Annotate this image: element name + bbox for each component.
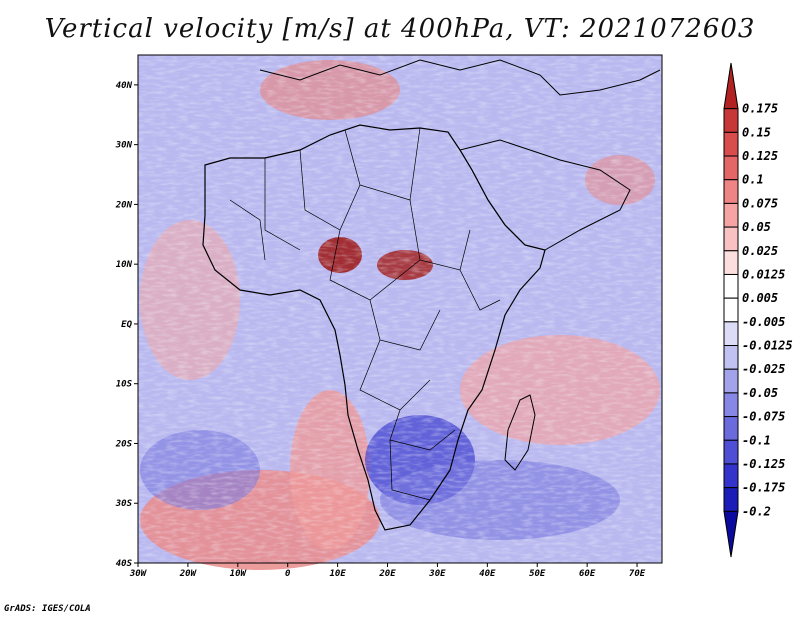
colorbar-swatch	[723, 368, 739, 394]
grads-credit: GrADS: IGES/COLA	[4, 604, 91, 614]
colorbar-swatch	[723, 250, 739, 275]
colorbar-swatch	[723, 297, 739, 323]
colorbar-label: 0.075	[742, 196, 778, 210]
colorbar-swatch	[723, 179, 739, 204]
colorbar-bottom-arrow	[723, 510, 739, 558]
y-axis: 40N 30N 20N 10N EQ 10S 20S 30S 40S	[115, 81, 138, 569]
colorbar-label: 0.005	[742, 291, 778, 305]
y-tick-label: 10S	[116, 380, 133, 390]
colorbar-swatch	[723, 202, 739, 228]
colorbar-label: 0.15	[742, 125, 771, 139]
colorbar-label: -0.05	[742, 386, 778, 400]
arabia-coastline	[459, 139, 631, 251]
x-tick-label: 20W	[179, 569, 198, 579]
y-tick-label: 30S	[115, 499, 133, 509]
colorbar-label: 0.1	[742, 173, 764, 187]
y-tick-label: 10N	[116, 260, 133, 270]
colorbar-label: 0.025	[742, 244, 778, 258]
map-frame	[137, 54, 663, 564]
colorbar-label: 0.175	[742, 102, 778, 116]
colorbar-label: -0.125	[742, 457, 785, 471]
colorbar-swatch	[723, 439, 739, 465]
colorbar-swatch	[723, 226, 739, 252]
x-axis: 30W 20W 10W 0 10E 20E 30E 40E 50E 60E 70E	[129, 563, 646, 579]
colorbar-top-arrow	[723, 62, 739, 110]
x-tick-label: 70E	[629, 569, 646, 579]
colorbar-label: -0.2	[742, 504, 771, 518]
country-borders	[229, 127, 501, 501]
colorbar-swatch	[723, 345, 739, 370]
x-tick-label: 20E	[378, 569, 396, 579]
colorbar-label: -0.005	[742, 315, 785, 329]
colorbar-label: 0.05	[742, 220, 771, 234]
colorbar-swatch	[723, 487, 739, 512]
colorbar-swatch	[723, 108, 739, 133]
map-area	[137, 54, 663, 570]
x-tick-label: 60E	[579, 569, 596, 579]
y-tick-label: EQ	[121, 320, 132, 330]
colorbar-swatch	[723, 321, 739, 347]
x-tick-label: 30E	[428, 569, 446, 579]
x-tick-label: 50E	[529, 569, 546, 579]
colorbar-swatch	[723, 392, 739, 418]
y-tick-label: 20S	[115, 439, 133, 449]
y-tick-label: 20N	[115, 200, 133, 210]
colorbar-swatch	[723, 463, 739, 489]
colorbar-label: -0.1	[742, 433, 771, 447]
map-texture	[138, 55, 662, 563]
y-tick-label: 30N	[115, 141, 133, 151]
colorbar-swatch	[723, 416, 739, 441]
europe-coastline	[259, 59, 661, 96]
x-tick-label: 0	[285, 569, 291, 579]
colorbar-label: 0.125	[742, 149, 778, 163]
x-tick-label: 10E	[329, 569, 346, 579]
africa-coastline	[202, 124, 546, 531]
colorbar-swatch	[723, 155, 739, 181]
colorbar-label: -0.175	[742, 481, 785, 495]
y-tick-label: 40N	[116, 81, 133, 91]
x-tick-label: 10W	[230, 569, 248, 579]
colorbar-label: 0.0125	[742, 267, 785, 281]
x-tick-label: 30W	[129, 569, 148, 579]
madagascar-coastline	[504, 394, 536, 471]
colorbar-label: -0.025	[742, 362, 785, 376]
colorbar-label: -0.0125	[742, 339, 793, 353]
colorbar-swatch	[723, 131, 739, 157]
map-title: Vertical velocity [m/s] at 400hPa, VT: 2…	[44, 14, 756, 44]
colorbar-label: -0.075	[742, 410, 785, 424]
colorbar: 0.175 0.15 0.125 0.1 0.075 0.05 0.025 0.0125 0.0…	[723, 62, 793, 558]
y-tick-label: 40S	[116, 559, 133, 569]
colorbar-swatch	[723, 273, 739, 299]
x-tick-label: 40E	[479, 569, 496, 579]
